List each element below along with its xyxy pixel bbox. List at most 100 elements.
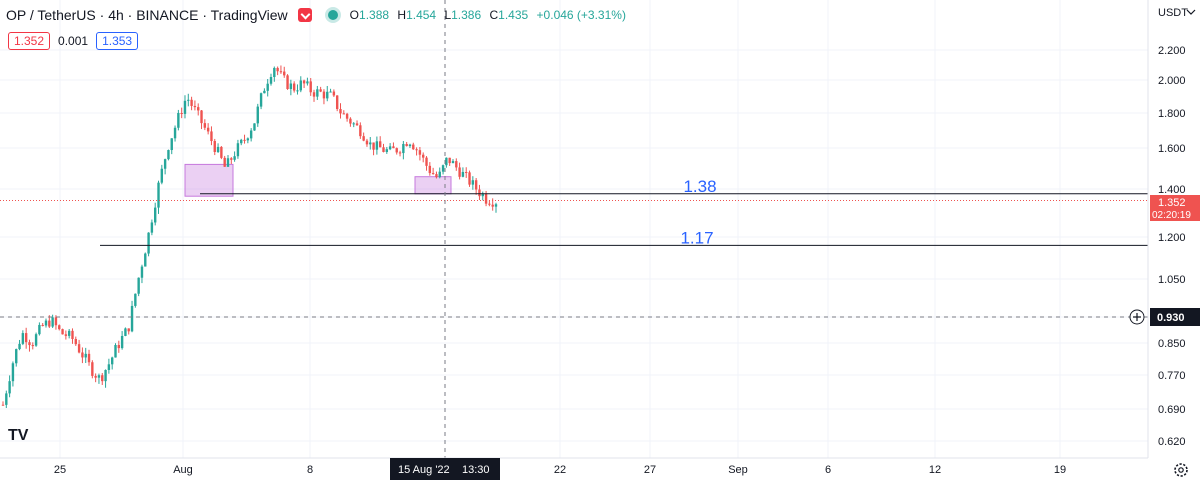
x-tick-label: Sep <box>728 464 748 476</box>
buy-button[interactable]: 1.353 <box>96 31 139 50</box>
x-tick-label: 25 <box>54 464 66 476</box>
y-tick-label: 1.200 <box>1158 232 1186 244</box>
tradingview-logo: TV <box>8 427 29 444</box>
candle-body <box>54 317 58 326</box>
candle-body <box>415 149 418 151</box>
candle-body <box>362 136 365 141</box>
crosshair-price-value: 0.930 <box>1157 312 1185 324</box>
candle-body <box>150 222 154 233</box>
candle-body <box>64 334 68 336</box>
candle-body <box>170 138 173 151</box>
candle-body <box>488 203 491 205</box>
y-tick-label: 1.800 <box>1158 108 1186 120</box>
candle-body <box>104 369 107 382</box>
candle-body <box>339 109 342 114</box>
candle-body <box>31 345 34 347</box>
candle-body <box>144 253 147 267</box>
crosshair-price-label: 0.930 <box>1129 308 1200 326</box>
last-price-label: 1.352 02:20:19 <box>1150 195 1200 221</box>
time-axis[interactable]: 25 Aug 8 22 27 Sep 6 12 19 <box>54 464 1066 476</box>
zones <box>184 163 452 197</box>
candle-body <box>474 180 478 190</box>
candle-body <box>147 232 150 254</box>
candle-body <box>388 146 392 150</box>
spread-value: 0.001 <box>58 33 89 48</box>
candle-body <box>67 330 71 336</box>
candle-body <box>269 77 273 84</box>
support-line-label: 1.17 <box>680 228 713 247</box>
candle-body <box>445 157 448 166</box>
grid <box>0 0 1148 458</box>
candle-body <box>190 99 193 106</box>
candle-body <box>94 375 97 378</box>
candle-body <box>193 105 197 108</box>
price-axis[interactable]: USDT 2.200 2.000 1.800 1.600 1.400 1.200 1.050… <box>1158 7 1196 448</box>
candle-body <box>385 149 389 152</box>
candle-body <box>200 110 203 124</box>
last-price-value: 1.352 <box>1158 197 1186 209</box>
candle-body <box>418 150 422 155</box>
candle-body <box>249 130 253 139</box>
x-tick-label: 22 <box>554 464 566 476</box>
candle-body <box>425 157 428 166</box>
support-lines: 1.38 1.17 <box>0 177 1148 247</box>
currency-label[interactable]: USDT <box>1158 7 1188 19</box>
x-tick-label: Aug <box>173 464 193 476</box>
candle-body <box>349 118 352 124</box>
crosshair-time: 13:30 <box>462 464 490 476</box>
candle-body <box>273 67 276 78</box>
candle-body <box>398 152 402 154</box>
candle-body <box>378 141 382 148</box>
candle-body <box>369 142 372 145</box>
candle-body <box>494 204 498 207</box>
candle-body <box>28 342 31 346</box>
candle-body <box>240 139 243 144</box>
candle-body <box>448 157 451 164</box>
candle-body <box>431 173 435 175</box>
candle-body <box>91 362 94 376</box>
y-tick-label: 2.200 <box>1158 45 1186 57</box>
flag-icon[interactable] <box>297 8 312 22</box>
consolidation-zone <box>184 163 234 197</box>
candle-body <box>259 93 263 107</box>
symbol-title[interactable]: OP / TetherUS · 4h · BINANCE · TradingVi… <box>6 7 288 23</box>
candle-body <box>326 91 329 99</box>
market-open-icon <box>327 10 338 20</box>
candle-body <box>352 123 355 125</box>
plot-area <box>0 0 1148 458</box>
candle-body <box>213 141 216 152</box>
candle-body <box>38 324 41 335</box>
consolidation-zone <box>414 176 452 195</box>
candle-body <box>233 156 236 160</box>
candle-body <box>372 142 375 150</box>
candle-body <box>309 81 312 93</box>
candle-body <box>160 168 164 183</box>
candle-body <box>81 352 84 358</box>
x-tick-label: 27 <box>644 464 656 476</box>
candle-body <box>289 83 293 90</box>
candle-body <box>48 320 51 327</box>
candle-body <box>157 182 160 208</box>
candle-body <box>41 324 44 326</box>
candle-body <box>140 266 144 278</box>
y-tick-label: 0.620 <box>1158 436 1186 448</box>
candle-body <box>137 277 140 294</box>
candle-body <box>392 146 395 149</box>
settings-gear-icon[interactable] <box>1174 463 1188 477</box>
candle-body <box>292 83 296 91</box>
candle-body <box>316 89 319 97</box>
candle-body <box>342 113 345 115</box>
candle-body <box>263 90 266 94</box>
candle-body <box>302 80 306 84</box>
x-tick-label: 12 <box>929 464 941 476</box>
sell-button[interactable]: 1.352 <box>8 31 51 50</box>
support-line-label: 1.38 <box>683 177 716 196</box>
x-tick-label: 8 <box>307 464 313 476</box>
candle-body <box>481 193 484 197</box>
chevron-down-icon[interactable] <box>1186 9 1196 15</box>
candle-body <box>408 144 412 147</box>
candle-body <box>34 334 38 346</box>
candle-body <box>402 143 405 154</box>
candle-body <box>471 180 475 185</box>
